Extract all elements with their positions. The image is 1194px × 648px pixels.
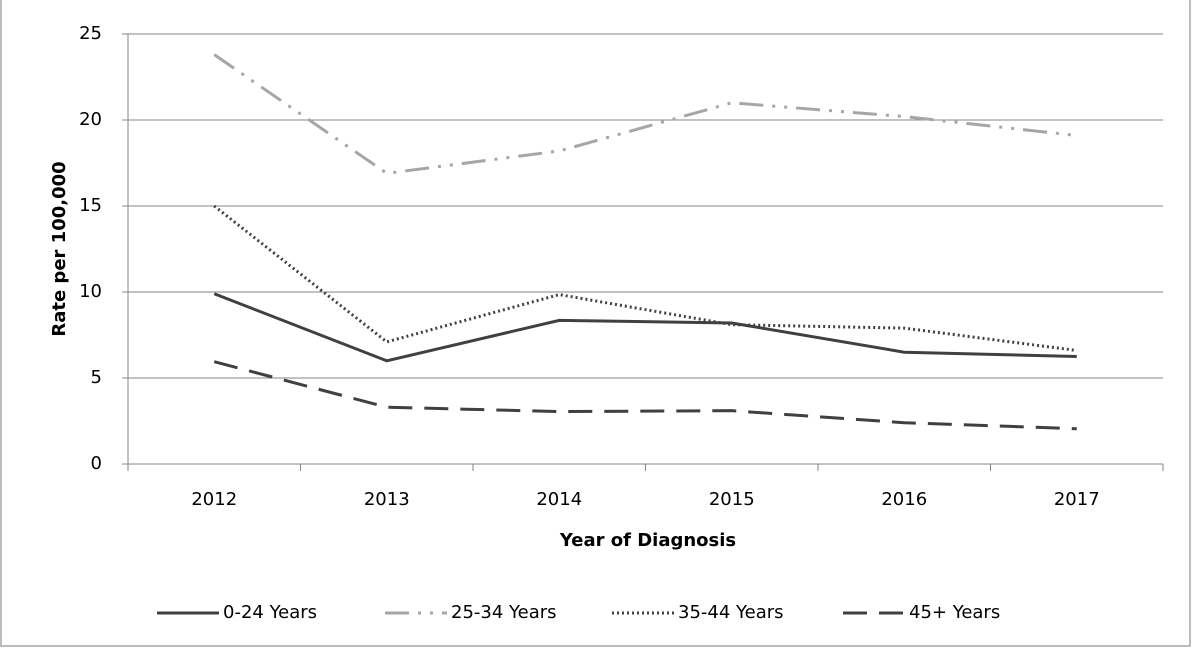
series-line xyxy=(213,53,1077,175)
series-line xyxy=(213,360,1077,431)
x-axis-title: Year of Diagnosis xyxy=(559,530,736,551)
x-tick-label: 2016 xyxy=(881,489,927,510)
y-tick-label: 5 xyxy=(91,367,102,388)
y-tick-label: 20 xyxy=(79,109,102,130)
x-tick-label: 2015 xyxy=(709,489,755,510)
y-tick-label: 0 xyxy=(91,453,102,474)
legend-label: 45+ Years xyxy=(909,602,1000,623)
legend-label: 0-24 Years xyxy=(223,602,317,623)
legend-label: 35-44 Years xyxy=(678,602,784,623)
series-line xyxy=(213,292,1077,363)
legend-label: 25-34 Years xyxy=(451,602,557,623)
x-tick-label: 2017 xyxy=(1054,489,1100,510)
y-tick-label: 10 xyxy=(79,281,102,302)
x-tick-label: 2012 xyxy=(191,489,237,510)
y-tick-label: 25 xyxy=(79,23,102,44)
series-line xyxy=(213,204,1077,352)
x-tick-label: 2013 xyxy=(364,489,410,510)
y-tick-label: 15 xyxy=(79,195,102,216)
y-axis-title: Rate per 100,000 xyxy=(49,161,70,336)
x-tick-label: 2014 xyxy=(536,489,582,510)
